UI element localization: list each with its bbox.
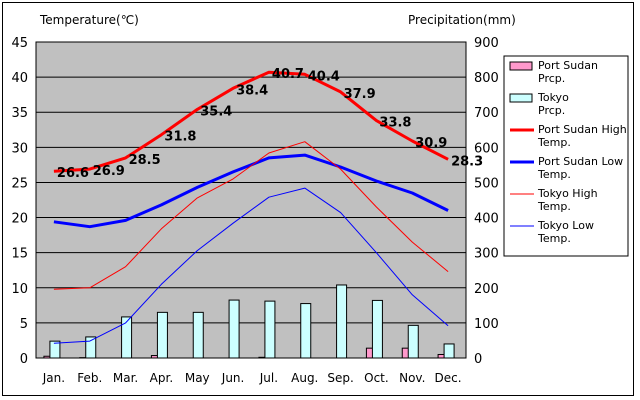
legend-label: Port Sudan Prcp.	[538, 59, 598, 85]
bar	[407, 324, 419, 359]
y-right-tick-label: 800	[474, 71, 499, 86]
y-right-axis-title: Precipitation(mm)	[408, 13, 516, 27]
y-left-tick-label: 15	[11, 247, 28, 262]
y-right-tick-label: 0	[474, 352, 482, 367]
x-tick-label: Apr.	[150, 371, 173, 385]
x-tick-label: Feb.	[77, 371, 102, 385]
data-label: 40.7	[272, 67, 304, 82]
data-label-layer: 26.6 26.9 28.531.8 35.4 38.4 40.7 40.4 37.933.8…	[57, 67, 483, 181]
bar	[371, 299, 383, 359]
y-left-axis-title: Temperature(℃)	[39, 13, 139, 27]
y-left-tick-label: 20	[11, 212, 28, 227]
x-tick-label: Sep.	[327, 371, 353, 385]
legend-swatch	[509, 93, 533, 103]
y-right-tick-label: 500	[474, 176, 499, 191]
bar	[228, 299, 240, 359]
bar	[85, 336, 97, 359]
legend-label: Port Sudan High Temp.	[537, 123, 627, 149]
bar-layer	[43, 284, 455, 359]
line-layer	[53, 70, 449, 344]
y-left-tick-label: 5	[20, 317, 28, 332]
y-right-tick-label: 200	[474, 282, 499, 297]
legend-label: Tokyo Low Temp.	[537, 219, 594, 245]
y-left-tick-label: 45	[11, 36, 28, 51]
series-line	[53, 187, 449, 344]
x-tick-label: Dec.	[435, 371, 462, 385]
data-label: 30.9	[415, 136, 447, 151]
y-left-tick-label: 10	[11, 282, 28, 297]
data-label: 40.4	[308, 69, 340, 84]
bar	[156, 311, 168, 359]
x-tick-label: Mar.	[113, 371, 138, 385]
legend: Port Sudan Prcp. Tokyo Prcp. Port Sudan High…	[503, 55, 629, 257]
bar	[443, 343, 455, 359]
plot-area	[35, 41, 467, 359]
bar	[336, 284, 348, 359]
legend-label: Tokyo High Temp.	[537, 187, 598, 213]
legend-box	[503, 55, 629, 257]
legend-swatch	[509, 61, 533, 71]
x-tick-label: Oct.	[364, 371, 389, 385]
bar	[121, 316, 133, 359]
bar	[264, 300, 276, 359]
y-right-tick-label: 100	[474, 317, 499, 332]
y-left-tick-label: 40	[11, 71, 28, 86]
bar	[49, 340, 61, 359]
data-label: 38.4	[236, 83, 268, 98]
y-right-tick-label: 600	[474, 141, 499, 156]
data-label: 28.3	[451, 154, 483, 169]
legend-label: Tokyo Prcp.	[537, 91, 569, 117]
bar	[300, 303, 312, 359]
series-line	[53, 141, 449, 290]
legend-label: Port Sudan Low Temp.	[537, 155, 623, 181]
x-tick-label: Aug.	[291, 371, 318, 385]
y-right-tick-label: 300	[474, 247, 499, 262]
y-left-tick-label: 0	[20, 352, 28, 367]
series-line	[53, 70, 449, 173]
data-label: 35.4	[200, 104, 232, 119]
x-tick-label: May	[185, 371, 210, 385]
grid-layer	[36, 76, 466, 324]
x-tick-label: Jan.	[42, 371, 65, 385]
y-left-tick-label: 25	[11, 176, 28, 191]
y-right-tick-label: 400	[474, 212, 499, 227]
data-label: 28.5	[129, 153, 161, 168]
x-tick-label: Jun.	[221, 371, 245, 385]
bar	[192, 311, 204, 359]
data-label: 26.9	[93, 164, 125, 179]
axis-layer: 0 0 5 100 10 200 15 300 20 400 25 500 30 600 35 700 40 80…	[11, 36, 498, 385]
data-label: 33.8	[379, 116, 411, 131]
y-left-tick-label: 30	[11, 141, 28, 156]
y-right-tick-label: 900	[474, 36, 499, 51]
x-tick-label: Jul.	[259, 371, 278, 385]
x-tick-label: Nov.	[399, 371, 425, 385]
y-left-tick-label: 35	[11, 106, 28, 121]
data-label: 31.8	[164, 130, 196, 145]
y-right-tick-label: 700	[474, 106, 499, 121]
data-label: 26.6	[57, 166, 89, 181]
data-label: 37.9	[344, 87, 376, 102]
series-line	[53, 153, 449, 229]
